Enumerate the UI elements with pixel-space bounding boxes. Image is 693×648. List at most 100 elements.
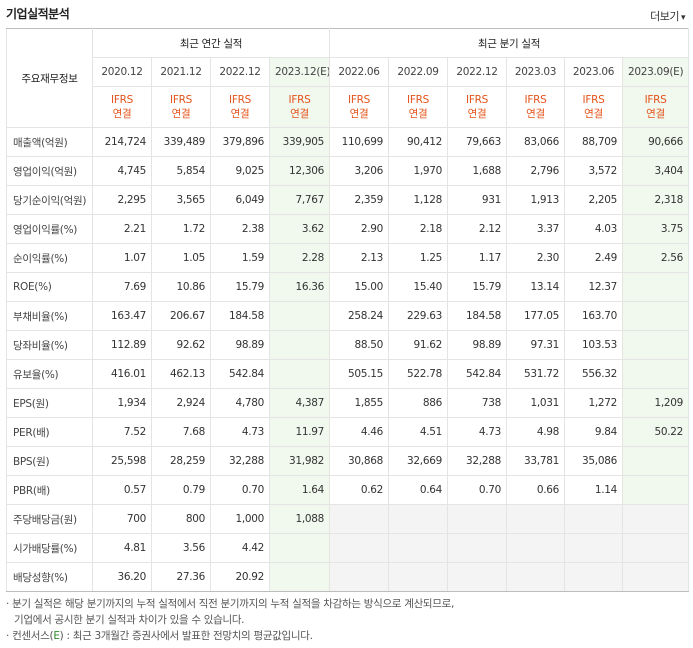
table-cell: 1.17 bbox=[447, 243, 507, 273]
table-cell: 2,796 bbox=[506, 156, 565, 186]
table-cell bbox=[447, 562, 507, 592]
table-cell: 4.46 bbox=[329, 417, 389, 447]
table-cell: 2.49 bbox=[564, 243, 623, 273]
table-cell: 6,049 bbox=[210, 185, 270, 215]
row-label: 시가배당률(%) bbox=[6, 533, 93, 563]
table-cell: 4.42 bbox=[210, 533, 270, 563]
table-cell bbox=[621, 475, 690, 505]
section-title: 기업실적분석 bbox=[6, 7, 70, 21]
table-cell bbox=[506, 533, 565, 563]
ifrs-label: IFRS bbox=[644, 94, 667, 106]
ifrs-label: IFRS bbox=[582, 94, 605, 106]
table-cell: 7.69 bbox=[92, 272, 152, 302]
table-cell: 1.14 bbox=[564, 475, 623, 505]
table-cell: 4.73 bbox=[447, 417, 507, 447]
table-cell bbox=[621, 359, 690, 389]
table-cell: 33,781 bbox=[506, 446, 565, 476]
table-cell: 90,666 bbox=[621, 127, 690, 157]
table-cell: 1,855 bbox=[329, 388, 389, 418]
table-cell: 1,913 bbox=[506, 185, 565, 215]
table-cell: 206.67 bbox=[151, 301, 211, 331]
table-cell bbox=[506, 504, 565, 534]
table-cell: 1.25 bbox=[388, 243, 448, 273]
corner-header: 주요재무정보 bbox=[6, 28, 93, 128]
period-header: 2022.12 bbox=[447, 57, 507, 87]
table-cell: 97.31 bbox=[506, 330, 565, 360]
table-row: 당기순이익(억원) 2,295 3,565 6,049 7,767 2,359 1,128 9… bbox=[6, 185, 690, 215]
table-cell: 339,489 bbox=[151, 127, 211, 157]
table-cell bbox=[621, 330, 690, 360]
table-row: 영업이익(억원) 4,745 5,854 9,025 12,306 3,206 1,970 1… bbox=[6, 156, 690, 186]
ifrs-label: IFRS bbox=[288, 94, 311, 106]
table-cell: 10.86 bbox=[151, 272, 211, 302]
table-row: 유보율(%) 416.01 462.13 542.84 505.15 522.78 542.… bbox=[6, 359, 690, 389]
table-cell: 3,206 bbox=[329, 156, 389, 186]
table-cell: 90,412 bbox=[388, 127, 448, 157]
ifrs-header: IFRS 연결 bbox=[447, 86, 507, 128]
table-cell: 4.51 bbox=[388, 417, 448, 447]
table-cell: 15.79 bbox=[447, 272, 507, 302]
consolidated-label: 연결 bbox=[171, 108, 191, 120]
ifrs-label: IFRS bbox=[466, 94, 488, 106]
table-cell bbox=[564, 504, 623, 534]
table-cell: 738 bbox=[447, 388, 507, 418]
financial-summary-table: 주요재무정보 최근 연간 실적 최근 분기 실적 2020.12 2021.12 2… bbox=[6, 28, 690, 592]
table-cell: 15.79 bbox=[210, 272, 270, 302]
table-cell: 15.00 bbox=[329, 272, 389, 302]
table-cell: 2,295 bbox=[92, 185, 152, 215]
consolidated-label: 연결 bbox=[408, 108, 428, 120]
table-cell: 36.20 bbox=[92, 562, 152, 592]
period-header: 2022.06 bbox=[329, 57, 389, 87]
footnote-consensus-prefix: · 컨센서스( bbox=[6, 630, 54, 642]
table-cell: 214,724 bbox=[92, 127, 152, 157]
table-cell bbox=[621, 504, 690, 534]
table-cell: 0.79 bbox=[151, 475, 211, 505]
table-cell: 1,088 bbox=[269, 504, 330, 534]
table-cell bbox=[447, 504, 507, 534]
table-cell: 505.15 bbox=[329, 359, 389, 389]
table-row: 배당성향(%) 36.20 27.36 20.92 bbox=[6, 562, 690, 592]
table-row: PBR(배) 0.57 0.79 0.70 1.64 0.62 0.64 0.70 0.66 1.… bbox=[6, 475, 690, 505]
table-cell: 3.62 bbox=[269, 214, 330, 244]
row-label: ROE(%) bbox=[6, 272, 93, 302]
row-label: 부채비율(%) bbox=[6, 301, 93, 331]
period-header: 2023.03 bbox=[506, 57, 565, 87]
period-header-row: 2020.12 2021.12 2022.12 2023.12(E) 2022.06 20… bbox=[7, 57, 690, 87]
table-row: 부채비율(%) 163.47 206.67 184.58 258.24 229.63 184… bbox=[6, 301, 690, 331]
table-cell: 1,128 bbox=[388, 185, 448, 215]
table-cell: 1.07 bbox=[92, 243, 152, 273]
period-header: 2021.12 bbox=[151, 57, 211, 87]
row-label: 주당배당금(원) bbox=[6, 504, 93, 534]
table-cell: 27.36 bbox=[151, 562, 211, 592]
table-cell: 0.57 bbox=[92, 475, 152, 505]
table-cell: 7,767 bbox=[269, 185, 330, 215]
footnote-consensus-suffix: ) : 최근 3개월간 증권사에서 발표한 전망치의 평균값입니다. bbox=[59, 630, 313, 642]
table-cell: 163.47 bbox=[92, 301, 152, 331]
ifrs-label: IFRS bbox=[229, 94, 251, 106]
table-cell bbox=[506, 562, 565, 592]
ifrs-header: IFRS 연결 bbox=[388, 86, 448, 128]
more-link[interactable]: 더보기 ▾ bbox=[650, 8, 685, 24]
period-header: 2022.12 bbox=[210, 57, 270, 87]
table-cell: 379,896 bbox=[210, 127, 270, 157]
table-cell: 3,404 bbox=[621, 156, 690, 186]
table-row: PER(배) 7.52 7.68 4.73 11.97 4.46 4.51 4.73 4.98 9… bbox=[6, 417, 690, 447]
table-cell: 3.37 bbox=[506, 214, 565, 244]
period-header: 2023.09(E) bbox=[621, 57, 690, 87]
table-row: 시가배당률(%) 4.81 3.56 4.42 bbox=[6, 533, 690, 563]
footnote-quarterly: · 분기 실적은 해당 분기까지의 누적 실적에서 직전 분기까지의 누적 실적… bbox=[6, 598, 455, 610]
table-cell: 700 bbox=[92, 504, 152, 534]
table-cell: 28,259 bbox=[151, 446, 211, 476]
table-cell: 4.81 bbox=[92, 533, 152, 563]
table-cell: 7.52 bbox=[92, 417, 152, 447]
row-label: PBR(배) bbox=[6, 475, 93, 505]
table-cell: 184.58 bbox=[447, 301, 507, 331]
table-row: BPS(원) 25,598 28,259 32,288 31,982 30,868 32,6… bbox=[6, 446, 690, 476]
table-cell: 12,306 bbox=[269, 156, 330, 186]
consolidated-label: 연결 bbox=[467, 108, 487, 120]
table-cell bbox=[621, 272, 690, 302]
consolidated-label: 연결 bbox=[112, 108, 132, 120]
table-cell: 112.89 bbox=[92, 330, 152, 360]
table-cell: 4.98 bbox=[506, 417, 565, 447]
table-cell: 4.03 bbox=[564, 214, 623, 244]
